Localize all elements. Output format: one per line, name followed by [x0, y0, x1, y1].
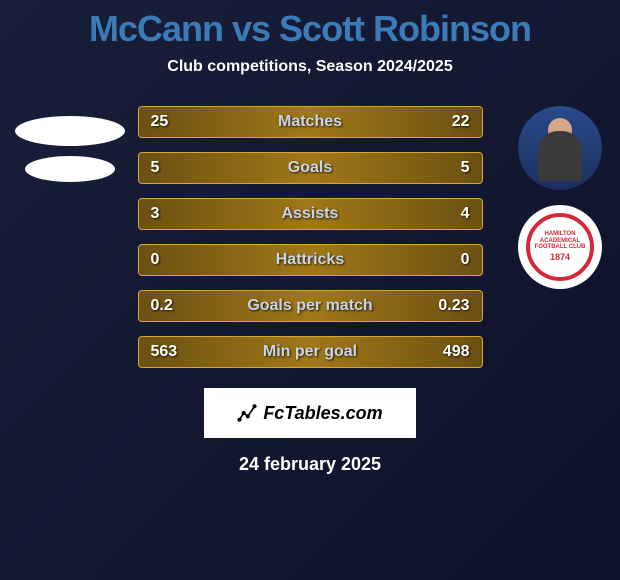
stat-row-goals-per-match: 0.2 Goals per match 0.23: [138, 290, 483, 322]
stat-value-left: 563: [151, 343, 201, 361]
stat-row-hattricks: 0 Hattricks 0: [138, 244, 483, 276]
club-name-top: HAMILTON ACADEMICAL: [530, 231, 590, 244]
stat-value-right: 498: [420, 343, 470, 361]
avatar-body: [538, 131, 582, 181]
watermark-badge: FcTables.com: [204, 388, 416, 438]
stat-value-right: 0.23: [420, 297, 470, 315]
player2-club-badge: HAMILTON ACADEMICAL FOOTBALL CLUB 1874: [518, 205, 602, 289]
page-subtitle: Club competitions, Season 2024/2025: [0, 58, 620, 76]
chart-icon: [237, 403, 257, 423]
left-player-badges: [10, 106, 130, 192]
stat-row-matches: 25 Matches 22: [138, 106, 483, 138]
club-name-bottom: FOOTBALL CLUB: [535, 244, 586, 251]
header: McCann vs Scott Robinson Club competitio…: [0, 0, 620, 76]
watermark-text: FcTables.com: [263, 403, 382, 424]
stat-label: Goals: [201, 159, 420, 177]
stat-value-left: 5: [151, 159, 201, 177]
stat-row-assists: 3 Assists 4: [138, 198, 483, 230]
stat-value-right: 4: [420, 205, 470, 223]
page-title: McCann vs Scott Robinson: [0, 8, 620, 50]
stat-label: Matches: [201, 113, 420, 131]
stat-value-left: 0.2: [151, 297, 201, 315]
stat-row-min-per-goal: 563 Min per goal 498: [138, 336, 483, 368]
club-crest: HAMILTON ACADEMICAL FOOTBALL CLUB 1874: [526, 213, 594, 281]
stat-value-left: 25: [151, 113, 201, 131]
player1-club-placeholder: [25, 156, 115, 182]
club-year: 1874: [550, 253, 570, 263]
content-area: HAMILTON ACADEMICAL FOOTBALL CLUB 1874 2…: [0, 106, 620, 475]
stat-value-right: 5: [420, 159, 470, 177]
player1-photo-placeholder: [15, 116, 125, 146]
stat-label: Goals per match: [201, 297, 420, 315]
stat-label: Assists: [201, 205, 420, 223]
stat-value-right: 0: [420, 251, 470, 269]
stats-table: 25 Matches 22 5 Goals 5 3 Assists 4 0 Ha…: [138, 106, 483, 368]
stat-label: Hattricks: [201, 251, 420, 269]
stat-value-left: 0: [151, 251, 201, 269]
right-player-badges: HAMILTON ACADEMICAL FOOTBALL CLUB 1874: [510, 106, 610, 289]
player2-photo: [518, 106, 602, 190]
stat-row-goals: 5 Goals 5: [138, 152, 483, 184]
stat-value-left: 3: [151, 205, 201, 223]
stat-value-right: 22: [420, 113, 470, 131]
date-label: 24 february 2025: [10, 454, 610, 475]
stat-label: Min per goal: [201, 343, 420, 361]
